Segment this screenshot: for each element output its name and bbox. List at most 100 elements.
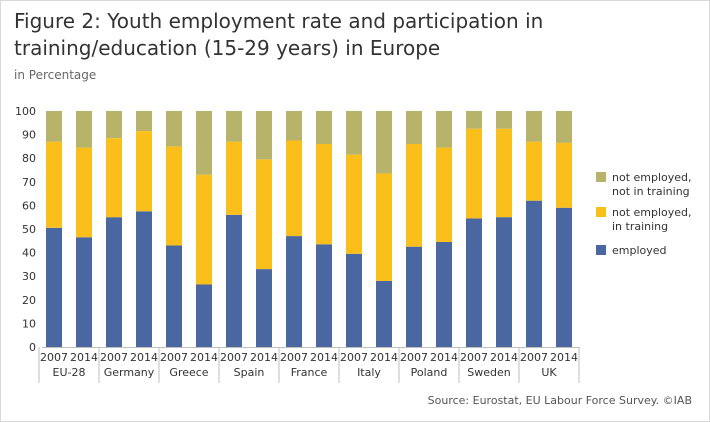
bar-segment-not-employed-not-in-training	[406, 111, 422, 145]
y-tick-label: 90	[22, 129, 36, 142]
bar-segment-not-employed-in-training	[76, 147, 92, 238]
bar-segment-employed	[496, 217, 512, 347]
bar-segment-not-employed-in-training	[106, 138, 122, 218]
x-group-label: Italy	[357, 366, 381, 379]
bar-segment-employed	[166, 245, 182, 347]
bar-segment-employed	[196, 284, 212, 347]
x-tick-label-year: 2014	[370, 351, 398, 364]
bar-segment-not-employed-in-training	[466, 128, 482, 219]
bar-segment-not-employed-in-training	[316, 144, 332, 245]
bar-segment-not-employed-not-in-training	[466, 111, 482, 129]
bar-segment-not-employed-in-training	[526, 141, 542, 201]
bar-segment-not-employed-in-training	[376, 173, 392, 281]
bar-segment-employed	[406, 246, 422, 347]
bar-segment-employed	[376, 280, 392, 347]
bar-segment-not-employed-not-in-training	[526, 111, 542, 142]
bar-segment-not-employed-not-in-training	[226, 111, 242, 142]
bar-segment-not-employed-not-in-training	[496, 111, 512, 129]
x-tick-label-year: 2007	[520, 351, 548, 364]
x-group-label: Poland	[411, 366, 448, 379]
x-group-label: Spain	[234, 366, 265, 379]
bar-segment-not-employed-not-in-training	[136, 111, 152, 132]
x-tick-label-year: 2014	[430, 351, 458, 364]
legend-label-line2: in training	[612, 220, 668, 233]
bar-segment-employed	[436, 241, 452, 347]
bar-segment-employed	[526, 200, 542, 347]
bar-segment-not-employed-in-training	[136, 131, 152, 212]
bar-segment-not-employed-in-training	[556, 142, 572, 208]
x-tick-label-year: 2007	[40, 351, 68, 364]
x-tick-label-year: 2007	[280, 351, 308, 364]
chart-subtitle: in Percentage	[14, 68, 97, 82]
bar-segment-not-employed-in-training	[436, 147, 452, 242]
bar-segment-employed	[76, 237, 92, 347]
x-tick-label-year: 2014	[310, 351, 338, 364]
source-note: Source: Eurostat, EU Labour Force Survey…	[427, 394, 692, 407]
bar-segment-not-employed-not-in-training	[376, 111, 392, 174]
bar-segment-not-employed-in-training	[46, 141, 62, 228]
bar-segment-not-employed-not-in-training	[76, 111, 92, 148]
x-tick-label-year: 2007	[460, 351, 488, 364]
x-tick-label-year: 2014	[490, 351, 518, 364]
bar-segment-not-employed-in-training	[346, 154, 362, 254]
x-group-label: Sweden	[467, 366, 510, 379]
bar-segment-employed	[466, 218, 482, 347]
y-tick-label: 70	[22, 176, 36, 189]
y-tick-label: 50	[22, 223, 36, 236]
bar-segment-not-employed-not-in-training	[256, 111, 272, 160]
x-group-label: Germany	[104, 366, 155, 379]
legend-label-line2: not in training	[612, 185, 690, 198]
x-tick-label-year: 2007	[100, 351, 128, 364]
x-tick-label-year: 2007	[340, 351, 368, 364]
x-tick-label-year: 2007	[160, 351, 188, 364]
y-tick-label: 20	[22, 294, 36, 307]
x-tick-label-year: 2014	[70, 351, 98, 364]
x-tick-label-year: 2007	[400, 351, 428, 364]
bar-segment-not-employed-not-in-training	[46, 111, 62, 142]
y-tick-label: 100	[15, 105, 36, 118]
x-tick-label-year: 2014	[190, 351, 218, 364]
legend-label: not employed,	[612, 206, 692, 219]
legend-swatch-not-employed-not-in-training	[596, 172, 606, 182]
y-tick-label: 0	[29, 341, 36, 354]
y-tick-label: 40	[22, 247, 36, 260]
bar-segment-not-employed-not-in-training	[556, 111, 572, 143]
x-group-label: EU-28	[53, 366, 86, 379]
bar-segment-not-employed-in-training	[196, 174, 212, 285]
bar-segment-not-employed-not-in-training	[196, 111, 212, 175]
bar-segment-employed	[316, 244, 332, 347]
x-tick-label-year: 2014	[130, 351, 158, 364]
y-tick-label: 80	[22, 152, 36, 165]
legend-swatch-not-employed-in-training	[596, 207, 606, 217]
bar-segment-not-employed-in-training	[226, 141, 242, 215]
y-tick-label: 60	[22, 199, 36, 212]
bar-segment-employed	[226, 214, 242, 347]
x-group-label: France	[291, 366, 328, 379]
bar-segment-employed	[256, 269, 272, 347]
legend-label: employed	[612, 244, 667, 257]
x-group-label: UK	[541, 366, 557, 379]
bar-segment-not-employed-not-in-training	[166, 111, 182, 147]
bar-segment-not-employed-in-training	[286, 140, 302, 237]
bar-segment-employed	[106, 217, 122, 347]
x-tick-label-year: 2014	[550, 351, 578, 364]
bar-segment-not-employed-not-in-training	[436, 111, 452, 148]
x-tick-label-year: 2007	[220, 351, 248, 364]
bar-segment-not-employed-in-training	[496, 128, 512, 218]
legend-label: not employed,	[612, 171, 692, 184]
bar-segment-not-employed-in-training	[166, 146, 182, 246]
x-group-label: Greece	[169, 366, 208, 379]
bar-segment-not-employed-in-training	[256, 159, 272, 270]
bar-segment-not-employed-in-training	[406, 144, 422, 247]
y-tick-label: 30	[22, 270, 36, 283]
y-tick-label: 10	[22, 317, 36, 330]
bar-segment-not-employed-not-in-training	[316, 111, 332, 145]
x-tick-label-year: 2014	[250, 351, 278, 364]
bar-segment-employed	[346, 253, 362, 347]
bar-segment-not-employed-not-in-training	[106, 111, 122, 139]
chart-title: Figure 2: Youth employment rate and part…	[14, 9, 544, 60]
bar-segment-employed	[46, 227, 62, 347]
bar-segment-employed	[286, 236, 302, 347]
bar-segment-employed	[556, 207, 572, 347]
